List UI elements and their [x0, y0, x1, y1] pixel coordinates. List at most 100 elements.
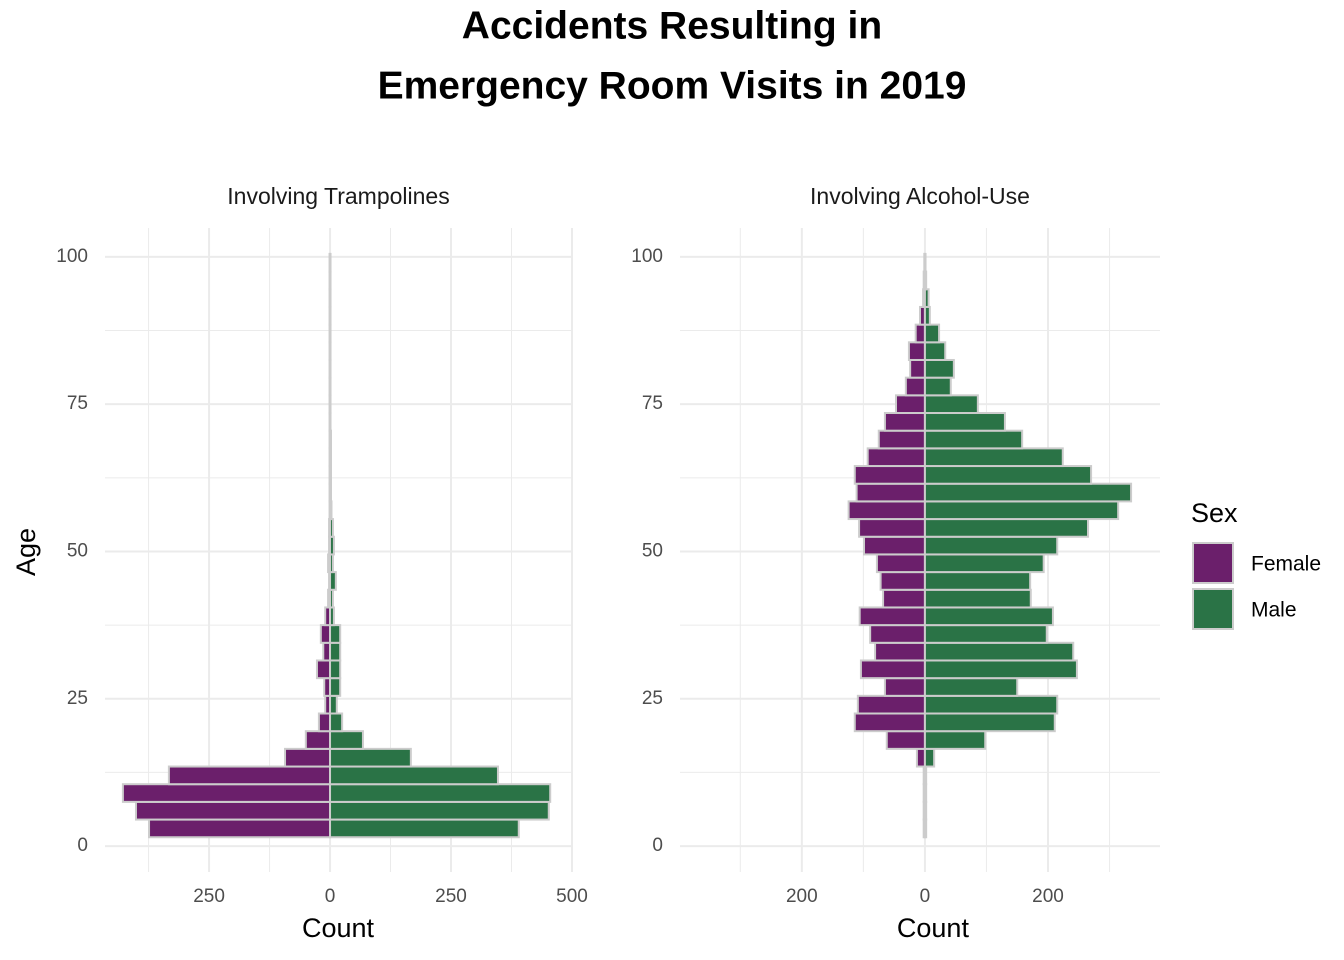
- y-tick-label: 50: [642, 540, 663, 561]
- bar: [315, 659, 332, 680]
- legend-label: Male: [1251, 599, 1297, 622]
- x-tick-label: 0: [920, 886, 931, 907]
- legend-key: [1192, 542, 1234, 584]
- bar: [923, 447, 1064, 468]
- bar: [329, 376, 332, 397]
- bar: [863, 535, 926, 556]
- bar: [329, 288, 332, 308]
- bar: [923, 394, 979, 415]
- legend-title: Sex: [1191, 498, 1238, 528]
- bar: [329, 270, 332, 291]
- y-tick-label: 100: [56, 246, 88, 267]
- bar: [329, 341, 332, 361]
- bar: [923, 412, 1006, 432]
- bar: [885, 730, 926, 750]
- x-tick-label: 250: [435, 886, 467, 907]
- y-tick-label: 75: [67, 393, 88, 414]
- bar: [923, 730, 987, 750]
- bar: [329, 553, 334, 574]
- chart-title: Emergency Room Visits in 2019: [378, 64, 967, 107]
- bar: [923, 571, 1032, 591]
- bar: [923, 624, 1048, 644]
- bar: [329, 641, 342, 662]
- bar: [329, 694, 338, 715]
- bar: [923, 553, 1045, 574]
- facet-title: Involving Alcohol-Use: [810, 183, 1030, 209]
- bar: [923, 818, 928, 839]
- bar: [923, 270, 928, 291]
- bar: [923, 747, 936, 768]
- x-tick-label: 0: [325, 886, 336, 907]
- bar: [329, 712, 344, 733]
- x-tick-label: 200: [1032, 886, 1064, 907]
- bar: [858, 518, 926, 538]
- bar: [329, 252, 332, 273]
- y-tick-label: 0: [77, 835, 88, 856]
- y-tick-label: 0: [652, 835, 663, 856]
- bar: [329, 747, 412, 768]
- bar: [329, 447, 332, 468]
- bar: [134, 800, 332, 821]
- bar: [317, 712, 332, 733]
- bar: [875, 553, 926, 574]
- bar: [923, 800, 928, 821]
- bar: [121, 783, 332, 803]
- bar: [853, 465, 926, 485]
- bar: [329, 500, 333, 521]
- bar: [923, 606, 1054, 627]
- bar: [853, 712, 926, 733]
- bar: [329, 588, 334, 609]
- bar: [329, 783, 552, 803]
- bar: [304, 730, 332, 750]
- bar: [923, 765, 928, 786]
- bar: [882, 588, 926, 609]
- bar: [329, 606, 335, 627]
- y-tick-label: 50: [67, 540, 88, 561]
- bar: [329, 765, 499, 786]
- bar: [883, 677, 926, 697]
- bar: [329, 535, 335, 556]
- bar: [329, 730, 364, 750]
- bar: [847, 500, 926, 521]
- legend-label: Female: [1251, 553, 1321, 576]
- bar: [904, 376, 926, 397]
- bar: [879, 571, 926, 591]
- chart-title: Accidents Resulting in: [462, 4, 882, 47]
- bar: [329, 358, 332, 379]
- facet-title: Involving Trampolines: [227, 183, 449, 209]
- y-tick-label: 25: [642, 688, 663, 709]
- bar: [856, 694, 926, 715]
- bar: [329, 624, 342, 644]
- bar: [858, 606, 926, 627]
- bar: [923, 482, 1133, 503]
- bar: [923, 518, 1090, 538]
- bar: [923, 677, 1019, 697]
- bar: [923, 712, 1056, 733]
- bar: [923, 323, 941, 344]
- bar: [167, 765, 332, 786]
- bar: [869, 624, 926, 644]
- bar: [923, 783, 928, 803]
- bar: [877, 429, 926, 450]
- x-axis-title: Count: [302, 913, 375, 943]
- bar: [866, 447, 926, 468]
- bar: [329, 429, 332, 450]
- y-tick-label: 25: [67, 688, 88, 709]
- bar: [907, 341, 926, 361]
- bar: [329, 323, 332, 344]
- bar: [284, 747, 332, 768]
- bar: [923, 252, 927, 273]
- bar: [895, 394, 926, 415]
- bar: [923, 358, 955, 379]
- bar: [923, 376, 952, 397]
- bar: [923, 429, 1024, 450]
- x-tick-label: 200: [786, 886, 818, 907]
- bar: [329, 465, 332, 485]
- bar: [923, 588, 1032, 609]
- y-tick-label: 100: [631, 246, 663, 267]
- bar: [923, 500, 1120, 521]
- bar: [329, 677, 342, 697]
- bar: [909, 358, 926, 379]
- bar: [923, 288, 930, 308]
